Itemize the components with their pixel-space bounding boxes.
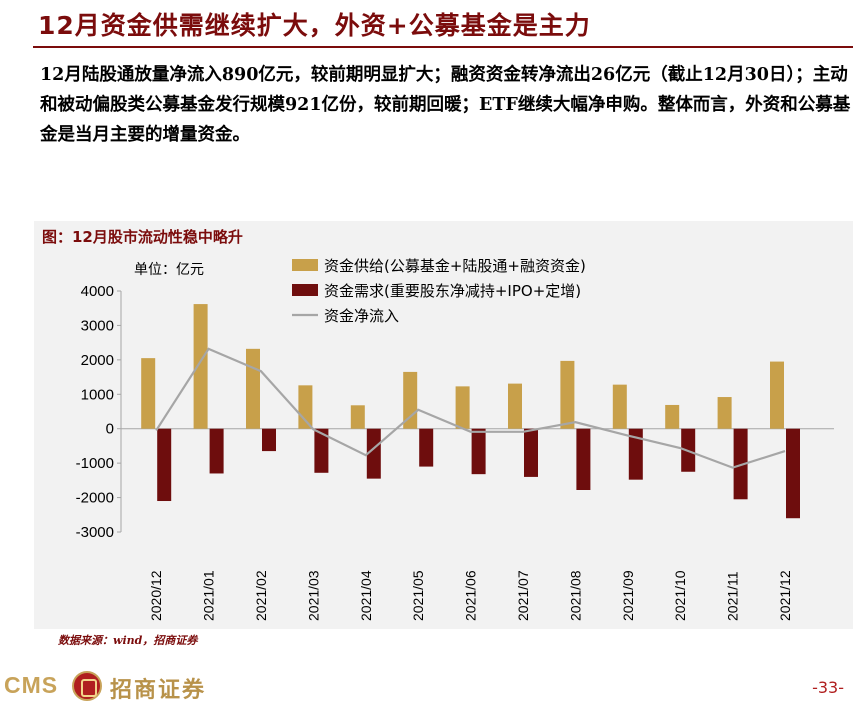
supply-bar — [455, 386, 470, 429]
y-tick-label: -3000 — [76, 524, 114, 541]
x-tick-label: 2020/12 — [148, 570, 164, 621]
logo-text-cn: 招商证券 — [110, 677, 207, 703]
legend-supply-swatch — [292, 259, 318, 271]
chart-caption: 图：12月股市流动性稳中略升 — [42, 228, 243, 246]
demand-bar — [524, 428, 538, 477]
y-tick-label: 4000 — [81, 283, 114, 300]
supply-bar — [770, 361, 784, 429]
x-tick-label: 2021/04 — [358, 570, 374, 621]
demand-bar — [576, 428, 591, 490]
supply-bar — [246, 348, 260, 429]
title-underline — [33, 46, 853, 48]
legend-demand-swatch — [292, 284, 318, 296]
x-tick-label: 2021/07 — [515, 570, 531, 621]
brand-logo: CMS 招商证券 — [2, 669, 242, 705]
x-tick-label: 2021/11 — [725, 571, 741, 621]
demand-bar — [471, 428, 486, 475]
logo-emblem-icon — [72, 671, 102, 701]
legend-label: 资金净流入 — [324, 307, 399, 325]
page-number: -33- — [812, 678, 844, 697]
demand-bar — [157, 428, 172, 502]
liquidity-chart: 4000 3000 2000 1000 0 -1000 -2000 -3000 2020/12 2… — [76, 257, 834, 621]
x-tick-label: 2021/01 — [201, 570, 217, 621]
legend-label: 资金需求(重要股东净减持+IPO+定增) — [324, 282, 581, 300]
demand-bar — [262, 428, 276, 452]
supply-bar — [141, 358, 156, 429]
y-tick-label: -2000 — [76, 490, 114, 507]
supply-bar — [612, 384, 627, 429]
demand-bar — [314, 428, 329, 473]
logo-text-en: CMS — [4, 672, 59, 698]
x-tick-label: 2021/02 — [253, 570, 269, 621]
demand-bar — [366, 428, 381, 479]
x-tick-label: 2021/08 — [567, 570, 583, 621]
x-tick-label: 2021/09 — [620, 570, 636, 621]
page-title: 12月资金供需继续扩大，外资+公募基金是主力 — [38, 11, 591, 40]
x-tick-label: 2021/03 — [305, 570, 321, 621]
supply-bar — [717, 397, 732, 429]
y-tick-label: 0 — [106, 421, 114, 438]
x-tick-label: 2021/06 — [463, 570, 479, 621]
supply-bar — [560, 360, 575, 429]
supply-bar — [193, 304, 208, 429]
y-tick-label: 3000 — [81, 317, 114, 334]
y-tick-label: 2000 — [81, 352, 114, 369]
summary-paragraph: 12月陆股通放量净流入890亿元，较前期明显扩大；融资资金转净流出26亿元（截止… — [40, 65, 851, 145]
supply-bar — [665, 404, 680, 429]
y-tick-label: -1000 — [76, 455, 114, 472]
demand-bar — [209, 428, 224, 474]
chart-panel — [34, 221, 853, 629]
x-tick-label: 2021/10 — [672, 570, 688, 621]
legend-label: 资金供给(公募基金+陆股通+融资资金) — [324, 257, 586, 275]
data-source: 数据来源：wind，招商证券 — [58, 634, 198, 647]
supply-bar — [508, 383, 522, 429]
demand-bar — [419, 428, 434, 467]
y-tick-label: 1000 — [81, 386, 114, 403]
supply-bar — [350, 405, 365, 429]
x-tick-label: 2021/12 — [777, 570, 793, 621]
supply-bar — [298, 385, 313, 429]
demand-bar — [786, 428, 800, 519]
unit-label: 单位：亿元 — [134, 262, 204, 278]
demand-bar — [628, 428, 643, 480]
x-tick-label: 2021/05 — [410, 570, 426, 621]
